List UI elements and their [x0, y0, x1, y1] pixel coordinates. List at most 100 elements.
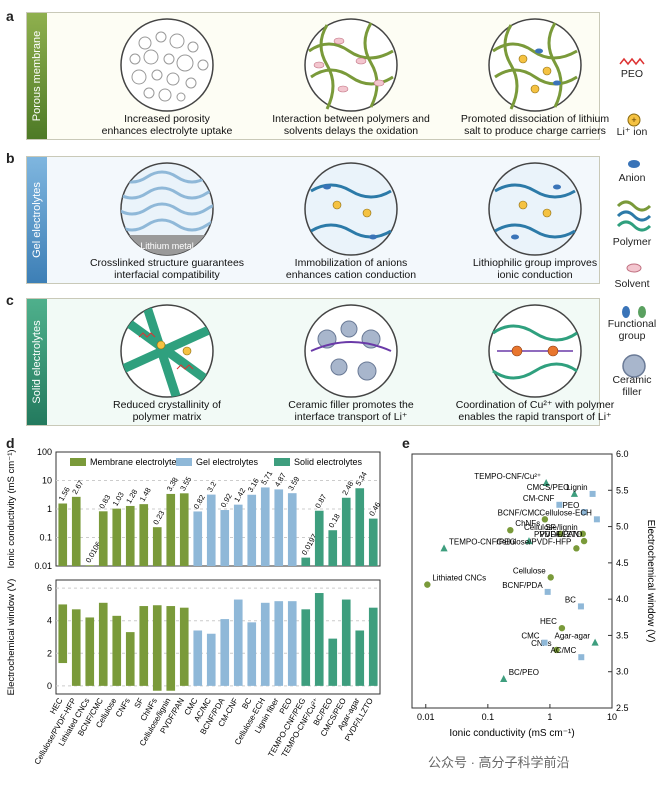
- panel-b-caption-2: Immobilization of anions enhances cation…: [285, 257, 417, 281]
- scatter-point: [573, 545, 580, 552]
- scatter-frame: [411, 453, 613, 709]
- scatter-point-label: TEMPO-CNF/Cu²⁺: [474, 472, 541, 481]
- window-bar: [85, 617, 95, 686]
- conductivity-bar: [139, 504, 149, 566]
- conductivity-bar: [287, 493, 297, 566]
- bottom-plot-frame: [55, 579, 381, 695]
- x-tick-label: 10: [607, 712, 617, 722]
- scatter-point: [570, 489, 579, 497]
- window-bar: [247, 622, 257, 686]
- lithiophilic-circle: [488, 162, 582, 256]
- conductivity-bar: [220, 510, 230, 566]
- legend-label-solid: Solid electrolytes: [294, 457, 363, 467]
- panel-a-caption-1: Increased porosity enhances electrolyte …: [101, 113, 233, 137]
- scatter-point: [581, 509, 588, 516]
- li-ion-legend-icon: [627, 113, 641, 127]
- legend-polymer: Polymer: [612, 236, 652, 248]
- x-tick-label: 1: [547, 712, 552, 722]
- scatter-point-label: Cellulose/lignin: [524, 523, 578, 532]
- scatter-point-label: BCNF/PDA: [502, 581, 543, 590]
- conductivity-bar: [314, 510, 324, 566]
- top-y-tick-label: 10: [42, 476, 52, 486]
- window-bar: [301, 609, 311, 686]
- window-bar: [260, 602, 270, 686]
- window-bar: [220, 619, 230, 686]
- top-y-tick-label: 0.1: [39, 533, 52, 543]
- scatter-point-label: PVDF/LLZTO: [534, 530, 582, 539]
- scatter-point-label: HEC: [540, 617, 557, 626]
- conductivity-bar: [368, 518, 378, 566]
- scatter-point-label: Lithiated CNCs: [432, 574, 486, 583]
- conductivity-bar: [274, 489, 284, 566]
- conductivity-bar: [355, 488, 365, 566]
- legend-functional-group: Functional group: [607, 318, 657, 342]
- conductivity-bar: [328, 530, 338, 566]
- scatter-point: [424, 581, 431, 588]
- window-bar: [166, 606, 176, 691]
- scatter-point-label: Cellulose-ECH: [539, 508, 592, 517]
- scatter-point: [544, 588, 551, 595]
- ceramic-filler-legend-icon: [622, 354, 646, 378]
- legend-li-ion: Li⁺ ion: [616, 126, 648, 138]
- scatter-point: [500, 674, 508, 682]
- scatter-point-label: TEMPO-CNF/PEG: [449, 537, 516, 546]
- scatter-point: [589, 490, 596, 497]
- scatter-point-label: CMCS/PEO: [527, 483, 570, 492]
- scatter-point-label: BCNF/CMC: [498, 508, 540, 517]
- scatter-point-label: CM-CNF: [523, 494, 555, 503]
- conductivity-bar: [233, 504, 243, 566]
- scatter-point-label: ChNFs: [515, 519, 540, 528]
- scatter-point: [525, 537, 533, 545]
- y-tick-label: 3.0: [616, 667, 629, 677]
- conductivity-bar: [85, 565, 95, 566]
- lithium-metal-label: Lithium metal: [140, 241, 194, 251]
- svg-text:+: +: [631, 115, 636, 125]
- conductivity-bar: [166, 493, 176, 566]
- legend-swatch-gel: [176, 458, 192, 466]
- top-y-tick-label: 100: [37, 447, 52, 457]
- category-label: SF: [133, 696, 146, 709]
- y-tick-label: 3.5: [616, 630, 629, 640]
- panel-a-side: Porous membrane: [27, 13, 47, 139]
- window-bar: [179, 607, 189, 686]
- ceramic-filler-circle: [304, 304, 398, 398]
- conductivity-bar: [58, 503, 68, 566]
- conductivity-bar: [179, 493, 189, 566]
- scatter-point-label: CNFs: [531, 639, 551, 648]
- panel-b-side: Gel electrolytes: [27, 157, 47, 283]
- window-bar: [71, 609, 81, 686]
- y-tick-label: 5.0: [616, 522, 629, 532]
- schematic-legend: +: [616, 57, 652, 378]
- legend-anion: Anion: [618, 172, 646, 184]
- panel-b-caption-1: Crosslinked structure guarantees interfa…: [89, 257, 245, 281]
- panel-b-box: Gel electrolytes Lithium metal Crosslink…: [26, 156, 600, 284]
- scatter-point-label: SF: [545, 523, 555, 532]
- scatter-point: [593, 516, 600, 523]
- porous-circle: [120, 18, 214, 112]
- legend-label-membrane: Membrane electrolytes: [90, 457, 182, 467]
- legend-swatch-membrane: [70, 458, 86, 466]
- dissociation-circle: [488, 18, 582, 112]
- panel-c-side: Solid electrolytes: [27, 299, 47, 425]
- conductivity-bar: [301, 557, 311, 566]
- panel-label-b: b: [6, 150, 15, 166]
- scatter-point-label: AC/MC: [551, 646, 577, 655]
- scatter-point-label: Agar-agar: [555, 632, 591, 641]
- conductivity-bar: [125, 505, 135, 566]
- panel-a-illustrations: [120, 18, 582, 112]
- conductivity-bar: [98, 511, 108, 566]
- legend-ceramic-filler: Ceramic filler: [612, 374, 652, 398]
- scatter-point-label: Cellulose/PVDF-HFP: [496, 537, 571, 546]
- window-bar: [328, 638, 338, 686]
- window-bar: [152, 605, 162, 691]
- scatter-point: [558, 624, 566, 632]
- x-tick-label: 0.01: [417, 712, 435, 722]
- window-bar: [314, 593, 324, 686]
- polymer-legend-icon: [616, 200, 652, 232]
- crosslinked-circle: Lithium metal: [120, 162, 214, 256]
- window-bar: [112, 615, 122, 686]
- y-tick-label: 2.5: [616, 703, 629, 713]
- y-tick-label: 4.5: [616, 558, 629, 568]
- y-axis-label: Electrochemical window (V): [645, 520, 656, 643]
- legend-solvent: Solvent: [614, 278, 650, 290]
